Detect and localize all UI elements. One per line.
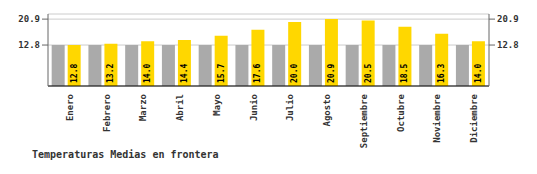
svg-text:Diciembre: Diciembre (469, 93, 479, 142)
svg-text:Noviembre: Noviembre (432, 93, 442, 142)
svg-text:12.8: 12.8 (497, 40, 519, 50)
svg-text:20.9: 20.9 (18, 14, 40, 24)
svg-text:20.5: 20.5 (364, 64, 373, 83)
svg-text:Marzo: Marzo (138, 94, 148, 121)
svg-text:12.8: 12.8 (18, 40, 40, 50)
html-text:Temperaturas Medias en fronter: Temperaturas Medias en frontera (32, 149, 219, 160)
svg-text:20.9: 20.9 (497, 14, 519, 24)
svg-text:Junio: Junio (249, 94, 259, 121)
svg-text:Julio: Julio (285, 94, 295, 121)
svg-text:14.0: 14.0 (143, 64, 152, 83)
svg-text:14.0: 14.0 (474, 64, 483, 83)
svg-text:17.6: 17.6 (253, 64, 262, 83)
svg-text:15.7: 15.7 (217, 64, 226, 83)
svg-text:20.9: 20.9 (327, 64, 336, 83)
svg-text:Octubre: Octubre (396, 93, 406, 132)
svg-text:20.0: 20.0 (290, 64, 299, 83)
svg-text:12.8: 12.8 (70, 64, 79, 83)
svg-text:13.2: 13.2 (106, 64, 115, 83)
svg-text:14.4: 14.4 (180, 64, 189, 83)
svg-text:Agosto: Agosto (322, 94, 332, 127)
svg-text:18.5: 18.5 (400, 64, 409, 83)
svg-text:Septiembre: Septiembre (359, 93, 369, 148)
svg-text:Enero: Enero (65, 94, 75, 121)
svg-text:16.3: 16.3 (437, 64, 446, 83)
svg-text:Mayo: Mayo (212, 94, 222, 116)
svg-text:Abril: Abril (175, 94, 185, 121)
svg-text:Febrero: Febrero (102, 94, 112, 132)
